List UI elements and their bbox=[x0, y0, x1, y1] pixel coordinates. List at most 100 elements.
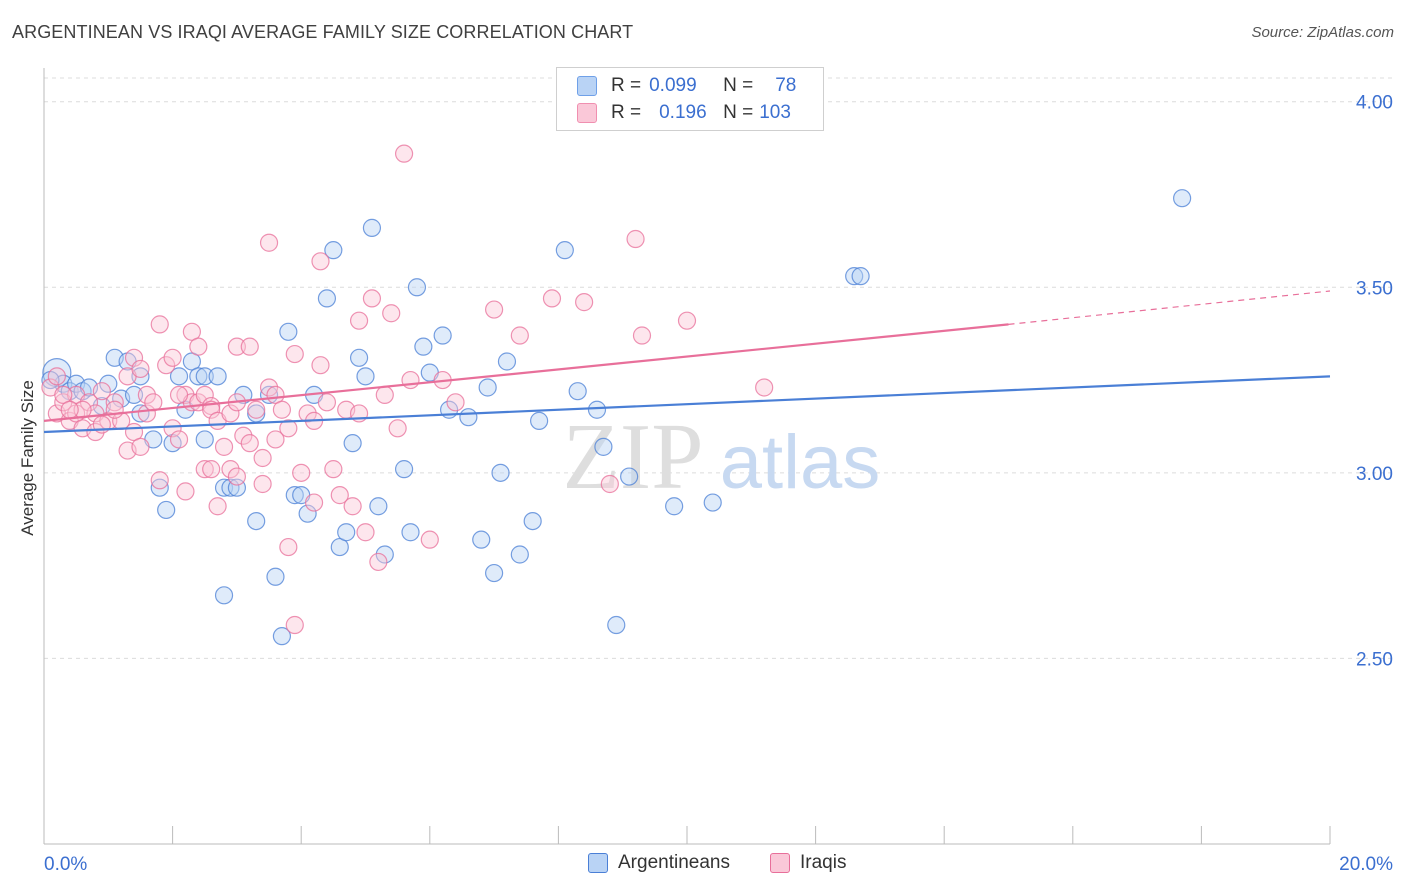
data-point bbox=[169, 385, 189, 405]
data-point bbox=[324, 241, 343, 260]
data-point bbox=[369, 497, 388, 516]
data-point bbox=[137, 385, 156, 405]
data-point bbox=[214, 478, 234, 497]
data-point bbox=[208, 367, 227, 386]
data-point bbox=[169, 430, 189, 449]
y-tick-label: 3.50 bbox=[1356, 278, 1393, 299]
data-point bbox=[626, 229, 645, 249]
data-point bbox=[247, 511, 266, 531]
data-point bbox=[620, 467, 639, 486]
stats-r-value: 0.099 bbox=[649, 75, 697, 96]
data-point bbox=[214, 586, 234, 605]
data-point bbox=[131, 359, 150, 379]
data-point bbox=[459, 408, 478, 427]
data-point bbox=[607, 615, 626, 635]
stats-r-label: R = bbox=[611, 75, 642, 96]
data-point bbox=[221, 478, 240, 497]
data-point bbox=[221, 460, 240, 479]
trend-line-extension bbox=[1008, 290, 1331, 325]
data-point bbox=[851, 267, 870, 286]
data-point bbox=[279, 537, 298, 557]
stats-row-iraqis: R = 0.196 N = 103 bbox=[577, 102, 791, 124]
data-point bbox=[131, 404, 150, 423]
data-point bbox=[272, 400, 292, 419]
data-point bbox=[247, 400, 266, 419]
data-point bbox=[362, 218, 382, 237]
stats-n-value: 103 bbox=[759, 102, 791, 123]
data-point bbox=[594, 437, 613, 456]
data-point bbox=[221, 404, 240, 423]
stats-n-label: N = bbox=[723, 75, 754, 96]
data-point bbox=[497, 352, 517, 371]
data-point bbox=[542, 289, 562, 308]
data-point bbox=[375, 385, 394, 405]
stats-n-value: 78 bbox=[775, 75, 797, 96]
data-point bbox=[150, 478, 169, 497]
legend-label-argentineans: Argentineans bbox=[618, 852, 730, 873]
data-point bbox=[131, 437, 150, 456]
legend-label-iraqis: Iraqis bbox=[800, 852, 847, 873]
data-point bbox=[131, 367, 150, 386]
data-point bbox=[401, 370, 420, 390]
data-point bbox=[234, 385, 253, 405]
legend-swatch-iraqis bbox=[770, 853, 790, 873]
data-point bbox=[73, 400, 92, 419]
data-point bbox=[330, 486, 349, 505]
data-point bbox=[433, 326, 452, 345]
legend-item-argentineans: Argentineans bbox=[588, 852, 730, 874]
stats-swatch-argentineans bbox=[577, 76, 597, 96]
data-point bbox=[189, 367, 208, 386]
stats-r-value: 0.196 bbox=[659, 102, 707, 123]
data-point bbox=[394, 144, 414, 163]
axes bbox=[43, 68, 1331, 845]
data-point bbox=[189, 337, 208, 356]
data-point bbox=[150, 315, 169, 334]
data-point bbox=[349, 348, 369, 367]
data-point bbox=[279, 322, 298, 341]
gridlines bbox=[44, 77, 1392, 659]
stats-row-argentineans: R = 0.099 N = 78 bbox=[577, 75, 796, 97]
x-tick-label: 20.0% bbox=[1339, 854, 1393, 875]
data-point bbox=[677, 311, 697, 330]
data-point bbox=[845, 267, 864, 286]
data-point bbox=[272, 627, 292, 646]
x-tick-labels: 0.0% 20.0% bbox=[44, 854, 1393, 875]
data-point bbox=[394, 460, 414, 479]
data-point bbox=[1173, 189, 1192, 208]
y-tick-label: 2.50 bbox=[1356, 649, 1393, 670]
data-point bbox=[472, 530, 491, 549]
data-point bbox=[491, 463, 510, 482]
data-point bbox=[266, 567, 285, 586]
data-point bbox=[195, 367, 214, 386]
data-point bbox=[163, 419, 182, 438]
data-point bbox=[259, 233, 279, 252]
watermark-zip: ZIP bbox=[563, 405, 704, 509]
data-point bbox=[240, 434, 259, 453]
y-tick-labels: 2.50 3.00 3.50 4.00 bbox=[1356, 93, 1393, 671]
data-point bbox=[304, 493, 324, 512]
chart-title: ARGENTINEAN VS IRAQI AVERAGE FAMILY SIZE… bbox=[12, 22, 634, 42]
data-point bbox=[665, 497, 684, 516]
data-point bbox=[478, 378, 497, 397]
data-point bbox=[124, 385, 144, 405]
data-point bbox=[60, 400, 79, 419]
data-point bbox=[632, 326, 652, 345]
chart-source: Source: ZipAtlas.com bbox=[1251, 24, 1394, 41]
data-point bbox=[317, 289, 337, 308]
data-point bbox=[92, 382, 111, 401]
data-point bbox=[523, 511, 542, 531]
trend-lines bbox=[43, 290, 1331, 434]
data-point bbox=[42, 358, 72, 388]
data-point bbox=[755, 378, 774, 397]
data-point bbox=[343, 497, 362, 516]
stats-n-label: N = bbox=[723, 102, 754, 123]
data-point bbox=[195, 430, 214, 449]
data-point bbox=[356, 367, 375, 386]
data-point bbox=[485, 300, 504, 319]
data-point bbox=[79, 393, 99, 412]
data-point bbox=[105, 400, 124, 419]
data-point bbox=[575, 293, 594, 312]
watermark-atlas: atlas bbox=[720, 420, 881, 505]
data-point bbox=[253, 448, 272, 468]
data-point bbox=[343, 434, 362, 453]
